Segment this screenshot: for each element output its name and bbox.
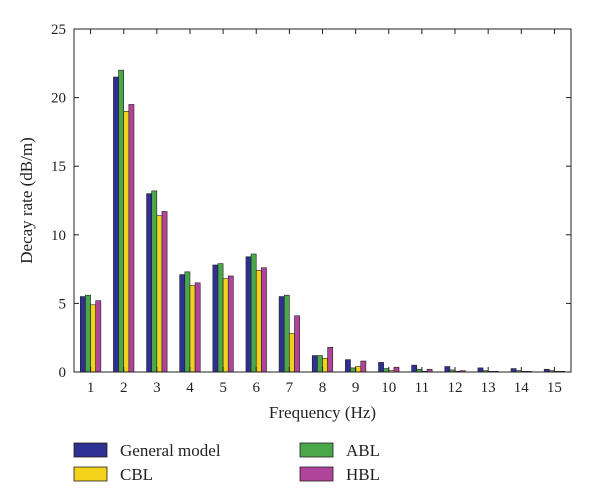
bar-hbl-8	[327, 347, 334, 373]
bar-general-model-11	[411, 364, 418, 373]
bar-general-model-4	[179, 274, 186, 373]
bar-general-model-7	[278, 296, 285, 373]
x-tick-label: 5	[219, 380, 227, 396]
bar-general-model-6	[245, 256, 252, 373]
bars-layer	[79, 69, 566, 373]
x-tick-label: 9	[352, 380, 360, 396]
bar-abl-1	[85, 294, 91, 373]
x-tick-label: 7	[286, 380, 294, 396]
bar-general-model-8	[311, 355, 318, 373]
bar-abl-10	[383, 368, 390, 373]
y-tick-label: 0	[59, 365, 67, 381]
bar-abl-7	[283, 294, 290, 373]
x-tick-label: 11	[415, 380, 429, 396]
bar-general-model-13	[477, 367, 484, 373]
x-tick-label: 8	[319, 380, 327, 396]
legend-label-general-model: General model	[120, 441, 221, 460]
legend-label-hbl: HBL	[346, 465, 380, 484]
legend-swatch-cbl	[73, 466, 108, 482]
bar-general-model-14	[510, 368, 517, 373]
bar-hbl-2	[128, 104, 135, 373]
x-tick-label: 4	[186, 380, 194, 396]
bar-general-model-5	[212, 264, 219, 373]
y-tick-label: 20	[51, 91, 66, 107]
x-tick-label: 1	[87, 380, 95, 396]
bar-hbl-1	[95, 300, 102, 373]
bar-general-model-9	[345, 359, 351, 373]
bar-general-model-2	[113, 76, 119, 373]
x-tick-label: 6	[252, 380, 260, 396]
x-axis: 1 2 3 4 5 6 7 8 9 10 11 12 13 14 15	[87, 29, 562, 396]
bar-hbl-10	[393, 366, 400, 373]
bar-abl-9	[350, 367, 356, 373]
bar-hbl-3	[161, 211, 168, 373]
bar-hbl-9	[360, 360, 367, 373]
bar-abl-2	[118, 69, 124, 373]
y-tick-label: 15	[51, 159, 66, 175]
bar-cbl-1	[90, 304, 97, 373]
bar-cbl-5	[222, 278, 229, 373]
bar-general-model-1	[79, 296, 86, 373]
legend-swatch-general-model	[73, 442, 108, 458]
legend-label-abl: ABL	[346, 441, 380, 460]
bar-abl-3	[151, 190, 158, 373]
x-tick-label: 14	[514, 380, 530, 396]
bar-cbl-9	[355, 366, 362, 373]
bar-general-model-3	[146, 193, 152, 373]
bar-hbl-5	[227, 275, 234, 373]
legend-swatch-hbl	[299, 466, 334, 482]
bar-general-model-12	[444, 366, 451, 373]
y-axis-title: Decay rate (dB/m)	[17, 137, 36, 264]
x-tick-label: 10	[381, 380, 396, 396]
bar-hbl-4	[194, 282, 201, 373]
legend-label-cbl: CBL	[120, 465, 153, 484]
bar-abl-6	[250, 253, 257, 373]
x-tick-label: 3	[153, 380, 161, 396]
bar-cbl-7	[289, 333, 295, 373]
bar-abl-4	[184, 271, 191, 373]
legend-swatch-abl	[299, 442, 334, 458]
x-axis-title: Frequency (Hz)	[269, 403, 376, 422]
bar-abl-8	[317, 355, 323, 373]
x-tick-label: 13	[481, 380, 496, 396]
bar-hbl-6	[261, 267, 267, 373]
bar-general-model-10	[378, 362, 384, 373]
bar-cbl-2	[123, 111, 130, 373]
bar-cbl-6	[255, 270, 262, 373]
bar-cbl-4	[189, 285, 196, 373]
bar-abl-5	[217, 263, 224, 373]
bar-cbl-8	[322, 357, 328, 373]
x-tick-label: 12	[448, 380, 463, 396]
bar-cbl-3	[156, 215, 163, 373]
legend: General model ABL CBL HBL	[73, 441, 380, 484]
x-tick-label: 15	[547, 380, 562, 396]
y-tick-label: 10	[51, 228, 66, 244]
y-tick-label: 5	[59, 296, 67, 312]
y-tick-label: 25	[51, 22, 66, 38]
bar-hbl-7	[294, 315, 300, 373]
x-tick-label: 2	[120, 380, 128, 396]
y-axis: 0 5 10 15 20 25	[51, 22, 571, 381]
